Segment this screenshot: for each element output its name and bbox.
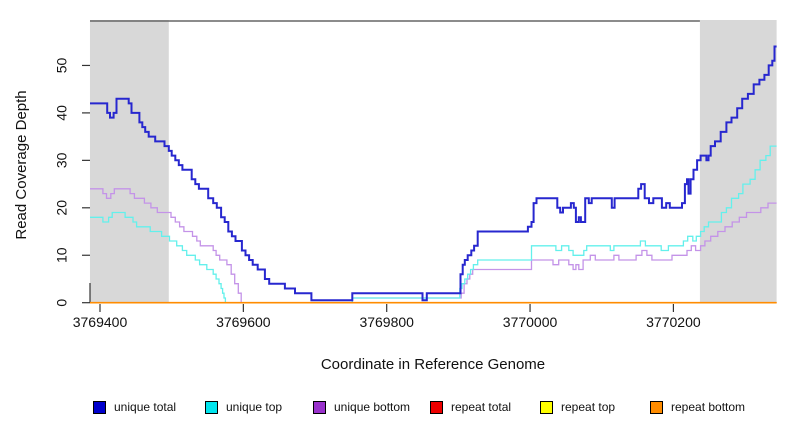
legend-label: repeat bottom [671,400,746,414]
y-tick-label: 0 [54,299,70,307]
coverage-plot: 0 10 20 30 40 50 3769400 3769600 3769800 3770000 3… [13,20,777,373]
shaded-regions [89,20,777,303]
axes: 0 10 20 30 40 50 3769400 3769600 3769800 3770000 3… [54,57,701,330]
legend-swatch-icon [205,400,218,414]
y-axis-title: Read Coverage Depth [13,90,30,239]
x-tick-label: 3769800 [359,314,414,330]
plot-frame [89,20,700,303]
x-axis-title: Coordinate in Reference Genome [321,356,545,373]
chart-legend: unique total unique top unique bottom repea… [0,398,792,422]
series-lines [90,45,777,304]
legend-item-repeat-bottom: repeat bottom [650,400,745,414]
series-line-unique-total [90,45,777,302]
y-tick-label: 40 [54,105,70,121]
legend-label: unique top [226,400,283,414]
legend-label: unique bottom [334,400,411,414]
legend-swatch-icon [430,400,443,414]
legend-item-unique-bottom: unique bottom [313,400,410,414]
legend-item-repeat-top: repeat top [540,400,615,414]
legend-label: repeat top [561,400,616,414]
legend-label: repeat total [451,400,512,414]
x-tick-label: 3770000 [503,314,558,330]
legend-item-repeat-total: repeat total [430,400,511,414]
x-tick-label: 3769400 [73,314,128,330]
legend-swatch-icon [650,400,663,414]
series-line-unique-top [90,145,777,304]
x-tick-label: 3770200 [646,314,701,330]
legend-item-unique-total: unique total [93,400,176,414]
legend-swatch-icon [313,400,326,414]
y-tick-label: 30 [54,152,70,168]
shaded-band-1 [699,20,777,303]
y-tick-label: 10 [54,247,70,263]
legend-label: unique total [114,400,177,414]
legend-swatch-icon [93,400,106,414]
x-tick-label: 3769600 [216,314,271,330]
shaded-band-0 [89,20,169,303]
legend-item-unique-top: unique top [205,400,282,414]
legend-swatch-icon [540,400,553,414]
y-tick-label: 20 [54,200,70,216]
y-tick-label: 50 [54,57,70,73]
